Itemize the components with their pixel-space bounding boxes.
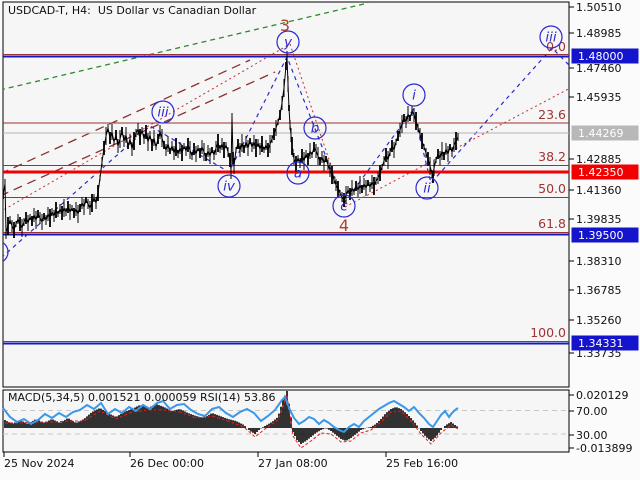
x-axis-label-25 Nov 2024: 25 Nov 2024 [4, 457, 74, 470]
svg-text:1.34331: 1.34331 [578, 337, 624, 350]
macd-signal-line [5, 394, 459, 449]
wave-label-partial [3, 242, 9, 262]
svg-text:i: i [412, 88, 416, 104]
red-wave-fall [289, 43, 346, 208]
wave-label-c: c [332, 194, 356, 218]
rsi-line [2, 395, 459, 434]
svg-text:iii: iii [545, 30, 557, 46]
axis-badge-1.42350: 1.42350 [571, 164, 639, 180]
wave-label-ii: ii [415, 176, 439, 200]
wave-label-a: a [286, 161, 310, 185]
red-wave-rise-1 [3, 43, 291, 211]
macd-axis-label--0.013899: -0.013899 [576, 442, 632, 455]
axis-badge-1.44269: 1.44269 [571, 125, 639, 141]
axis-label-1.42885: 1.42885 [576, 153, 622, 166]
fib-label-38.2: 38.2 [538, 149, 566, 164]
axis-label-1.36785: 1.36785 [576, 284, 622, 297]
fib-label-61.8: 61.8 [538, 216, 566, 231]
main-pane-content: 0.023.638.250.061.8100.0iiiivybaciiiiii3… [3, 2, 569, 345]
axis-label-1.47460: 1.47460 [576, 62, 622, 75]
axis-label-1.50510: 1.50510 [576, 1, 622, 14]
axis-label-1.41360: 1.41360 [576, 184, 622, 197]
red-wave-rise-2 [344, 88, 569, 208]
svg-text:1.48000: 1.48000 [578, 50, 624, 63]
svg-text:1.44269: 1.44269 [578, 127, 624, 140]
svg-text:c: c [340, 199, 348, 215]
axis-badge-1.48000: 1.48000 [571, 48, 639, 64]
svg-text:ii: ii [423, 181, 431, 197]
wave-label-iii: iii [539, 25, 563, 49]
maroon-channel-a [3, 59, 251, 174]
wave-number-4: 4 [339, 216, 349, 235]
svg-text:1.39500: 1.39500 [578, 229, 624, 242]
chart-title: USDCAD-T, H4: US Dollar vs Canadian Doll… [8, 4, 257, 17]
axis-label-1.39835: 1.39835 [576, 213, 622, 226]
macd-axis-label-0.020129: 0.020129 [576, 389, 629, 402]
svg-text:a: a [294, 166, 302, 182]
indicator-label: MACD(5,34,5) 0.001521 0.000059 RSI(14) 5… [8, 391, 276, 404]
axis-badge-1.34331: 1.34331 [571, 335, 639, 351]
fib-label-100.0: 100.0 [530, 325, 566, 340]
svg-text:iii: iii [157, 105, 169, 121]
svg-text:y: y [283, 35, 293, 51]
svg-text:iv: iv [223, 179, 236, 195]
axis-label-1.45935: 1.45935 [576, 91, 622, 104]
x-axis-label-25 Feb 16:00: 25 Feb 16:00 [386, 457, 458, 470]
wave-label-b: b [303, 116, 327, 140]
wave-label-i: i [402, 83, 426, 107]
macd-axis-label-30.00: 30.00 [576, 429, 608, 442]
wave-label-iii: iii [151, 100, 175, 124]
fib-label-50.0: 50.0 [538, 181, 566, 196]
svg-text:b: b [311, 121, 320, 137]
svg-text:1.42350: 1.42350 [578, 166, 624, 179]
axis-label-1.38310: 1.38310 [576, 255, 622, 268]
axis-badge-1.39500: 1.39500 [571, 227, 639, 243]
wave-number-3: 3 [280, 16, 290, 35]
macd-pane-content [2, 391, 569, 449]
axis-label-1.35260: 1.35260 [576, 314, 622, 327]
x-axis-label-27 Jan 08:00: 27 Jan 08:00 [258, 457, 328, 470]
fib-label-23.6: 23.6 [538, 107, 566, 122]
green-channel-line [3, 2, 369, 90]
wave-label-y: y [276, 30, 300, 54]
axis-label-1.48985: 1.48985 [576, 27, 622, 40]
wave-label-iv: iv [217, 174, 241, 198]
x-axis-label-26 Dec 00:00: 26 Dec 00:00 [130, 457, 204, 470]
macd-axis-label-70.00: 70.00 [576, 405, 608, 418]
